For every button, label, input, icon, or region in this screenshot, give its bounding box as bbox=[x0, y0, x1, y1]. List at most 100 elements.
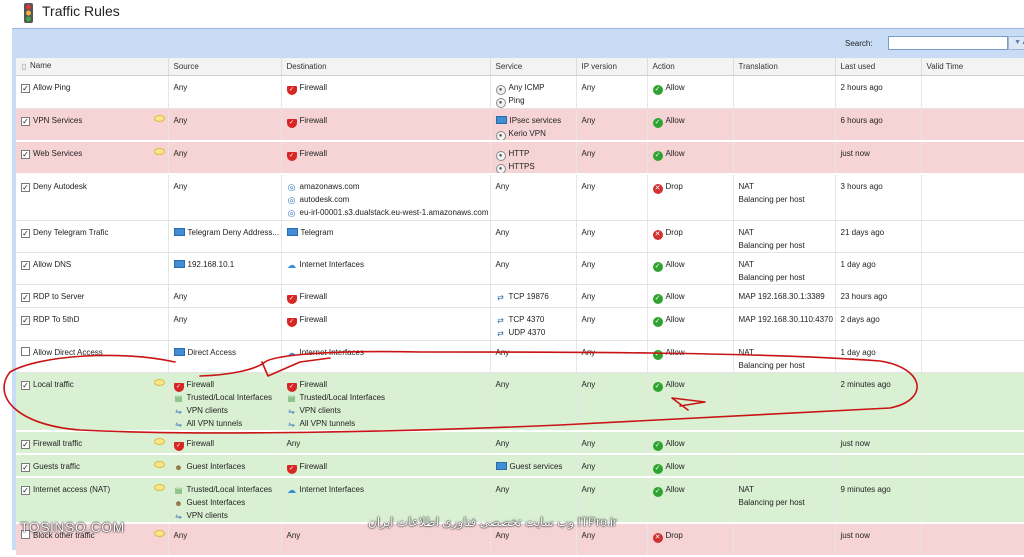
cell-destination[interactable]: ◎ amazonaws.com ◎ autodesk.com ◎ eu-irl-00001… bbox=[281, 174, 491, 221]
cell-action[interactable]: ✓ Allow bbox=[647, 108, 734, 142]
cell-action[interactable]: ✓ Allow bbox=[647, 252, 734, 285]
cell-service[interactable]: ⇄ TCP 4370 ⇄ UDP 4370 bbox=[490, 307, 577, 341]
cell-destination[interactable]: ✓ Firewall bbox=[281, 141, 491, 175]
cell-translation[interactable]: NAT Balancing per host bbox=[733, 220, 836, 253]
cell-ip-version[interactable]: Any bbox=[576, 220, 648, 253]
rule-row[interactable]: ✓ Allow DNS 192.168.10.1 ☁ Internet Interfac… bbox=[16, 252, 1024, 285]
cell-source[interactable]: Telegram Deny Address... bbox=[168, 220, 282, 253]
comment-bubble-icon[interactable] bbox=[153, 378, 165, 386]
cell-action[interactable]: ✓ Allow bbox=[647, 340, 734, 373]
cell-service[interactable]: Any bbox=[490, 220, 577, 253]
cell-ip-version[interactable]: Any bbox=[576, 108, 648, 142]
comment-bubble-icon[interactable] bbox=[153, 461, 165, 468]
cell-source[interactable]: Any bbox=[168, 75, 282, 109]
cell-destination[interactable]: ☁ Internet Interfaces bbox=[281, 252, 491, 285]
column-header-ip-version[interactable]: IP version bbox=[576, 58, 648, 76]
rule-row[interactable]: ✓ Firewall traffic ✓ Firewall Any Any Any ✓ Allo… bbox=[16, 431, 1024, 455]
cell-valid-time[interactable] bbox=[921, 284, 1024, 308]
cell-action[interactable]: ✓ Allow bbox=[647, 284, 734, 308]
column-header-service[interactable]: Service bbox=[490, 58, 577, 76]
cell-service[interactable]: ● HTTP ● HTTPS bbox=[490, 141, 577, 175]
cell-valid-time[interactable] bbox=[921, 340, 1024, 373]
cell-destination[interactable]: ✓ Firewall bbox=[281, 108, 491, 142]
cell-valid-time[interactable] bbox=[921, 372, 1024, 432]
search-input[interactable] bbox=[888, 36, 1008, 50]
cell-destination[interactable]: Telegram bbox=[281, 220, 491, 253]
cell-source[interactable]: Any bbox=[168, 141, 282, 175]
cell-destination[interactable]: ✓ Firewall bbox=[281, 75, 491, 109]
cell-valid-time[interactable] bbox=[921, 108, 1024, 142]
cell-destination[interactable]: ☁ Internet Interfaces bbox=[281, 477, 491, 524]
cell-action[interactable]: ✓ Allow bbox=[647, 372, 734, 432]
cell-source[interactable]: Any bbox=[168, 284, 282, 308]
comment-bubble-icon[interactable] bbox=[153, 114, 165, 122]
cell-service[interactable]: Any bbox=[490, 340, 577, 373]
cell-translation[interactable]: NAT Balancing per host bbox=[733, 252, 836, 285]
search-arrows-button[interactable]: ▼▲ bbox=[1008, 36, 1024, 50]
comment-bubble-icon[interactable] bbox=[153, 438, 165, 445]
cell-ip-version[interactable]: Any bbox=[576, 252, 648, 285]
cell-service[interactable]: Any bbox=[490, 174, 577, 221]
rule-row[interactable]: ✓ Deny Autodesk Any ◎ amazonaws.com ◎ autodesk… bbox=[16, 174, 1024, 221]
cell-destination[interactable]: ✓ Firewall bbox=[281, 307, 491, 341]
cell-destination[interactable]: ✓ Firewall bbox=[281, 454, 491, 478]
cell-action[interactable]: ✓ Allow bbox=[647, 307, 734, 341]
cell-source[interactable]: Any bbox=[168, 307, 282, 341]
rule-row[interactable]: ✓ Local traffic ✓ Firewall ▤ Trusted/Local In… bbox=[16, 372, 1024, 432]
cell-service[interactable]: ⇄ TCP 19876 bbox=[490, 284, 577, 308]
cell-service[interactable]: Guest services bbox=[490, 454, 577, 478]
rule-row[interactable]: ✓ VPN Services Any ✓ Firewall IPsec services ●… bbox=[16, 108, 1024, 142]
cell-source[interactable]: ✓ Firewall bbox=[168, 431, 282, 455]
cell-action[interactable]: ✓ Allow bbox=[647, 431, 734, 455]
cell-translation[interactable]: MAP 192.168.30.1:3389 bbox=[733, 284, 836, 308]
cell-ip-version[interactable]: Any bbox=[576, 307, 648, 341]
rule-row[interactable]: ✓ RDP To 5thD Any ✓ Firewall ⇄ TCP 4370 ⇄ UDP 43… bbox=[16, 307, 1024, 341]
cell-translation[interactable] bbox=[733, 75, 836, 109]
column-header-destination[interactable]: Destination bbox=[281, 58, 491, 76]
cell-source[interactable]: ✓ Firewall ▤ Trusted/Local Interfaces ⇋ VPN c… bbox=[168, 372, 282, 432]
rule-row[interactable]: ✓ Allow Ping Any ✓ Firewall ● Any ICMP ● Ping Any… bbox=[16, 75, 1024, 109]
cell-action[interactable]: ✓ Allow bbox=[647, 141, 734, 175]
cell-translation[interactable]: NAT Balancing per host bbox=[733, 477, 836, 524]
cell-translation[interactable] bbox=[733, 372, 836, 432]
comment-bubble-icon[interactable] bbox=[153, 484, 165, 491]
cell-source[interactable]: Any bbox=[168, 108, 282, 142]
column-header-translation[interactable]: Translation bbox=[733, 58, 836, 76]
cell-service[interactable]: Any bbox=[490, 372, 577, 432]
cell-translation[interactable] bbox=[733, 108, 836, 142]
rule-enabled-checkbox[interactable]: ✓ bbox=[21, 463, 30, 472]
cell-source[interactable]: Any bbox=[168, 523, 282, 557]
rule-row[interactable]: ✓ Guests traffic ☻ Guest Interfaces ✓ Firewal… bbox=[16, 454, 1024, 478]
column-header-name[interactable]: ▯ Name bbox=[16, 58, 169, 76]
rule-enabled-checkbox[interactable]: ✓ bbox=[21, 83, 30, 93]
cell-service[interactable]: Any bbox=[490, 252, 577, 285]
cell-translation[interactable] bbox=[733, 523, 836, 557]
cell-translation[interactable] bbox=[733, 454, 836, 478]
cell-valid-time[interactable] bbox=[921, 75, 1024, 109]
cell-source[interactable]: Direct Access bbox=[168, 340, 282, 373]
cell-destination[interactable]: ✓ Firewall ▤ Trusted/Local Interfaces ⇋ VPN c… bbox=[281, 372, 491, 432]
cell-action[interactable]: ✓ Allow bbox=[647, 454, 734, 478]
rule-enabled-checkbox[interactable] bbox=[21, 530, 30, 539]
cell-source[interactable]: ☻ Guest Interfaces bbox=[168, 454, 282, 478]
cell-valid-time[interactable] bbox=[921, 252, 1024, 285]
cell-valid-time[interactable] bbox=[921, 523, 1024, 557]
column-header-valid-time[interactable]: Valid Time bbox=[921, 58, 1024, 76]
cell-source[interactable]: ▤ Trusted/Local Interfaces ☻ Guest Interfac… bbox=[168, 477, 282, 524]
rule-enabled-checkbox[interactable]: ✓ bbox=[21, 260, 30, 270]
cell-translation[interactable]: MAP 192.168.30.110:4370 bbox=[733, 307, 836, 341]
cell-ip-version[interactable]: Any bbox=[576, 454, 648, 478]
cell-valid-time[interactable] bbox=[921, 220, 1024, 253]
rule-enabled-checkbox[interactable]: ✓ bbox=[21, 183, 30, 192]
cell-ip-version[interactable]: Any bbox=[576, 174, 648, 221]
rule-enabled-checkbox[interactable]: ✓ bbox=[21, 486, 30, 495]
rule-row[interactable]: ✓ Web Services Any ✓ Firewall ● HTTP ● HTTPS Any ✓… bbox=[16, 141, 1024, 175]
cell-ip-version[interactable]: Any bbox=[576, 431, 648, 455]
cell-service[interactable]: ● Any ICMP ● Ping bbox=[490, 75, 577, 109]
cell-source[interactable]: Any bbox=[168, 174, 282, 221]
rule-enabled-checkbox[interactable]: ✓ bbox=[21, 315, 30, 325]
comment-bubble-icon[interactable] bbox=[153, 148, 165, 155]
rule-enabled-checkbox[interactable]: ✓ bbox=[21, 228, 30, 238]
cell-action[interactable]: ✓ Allow bbox=[647, 477, 734, 524]
cell-service[interactable]: Any bbox=[490, 477, 577, 524]
